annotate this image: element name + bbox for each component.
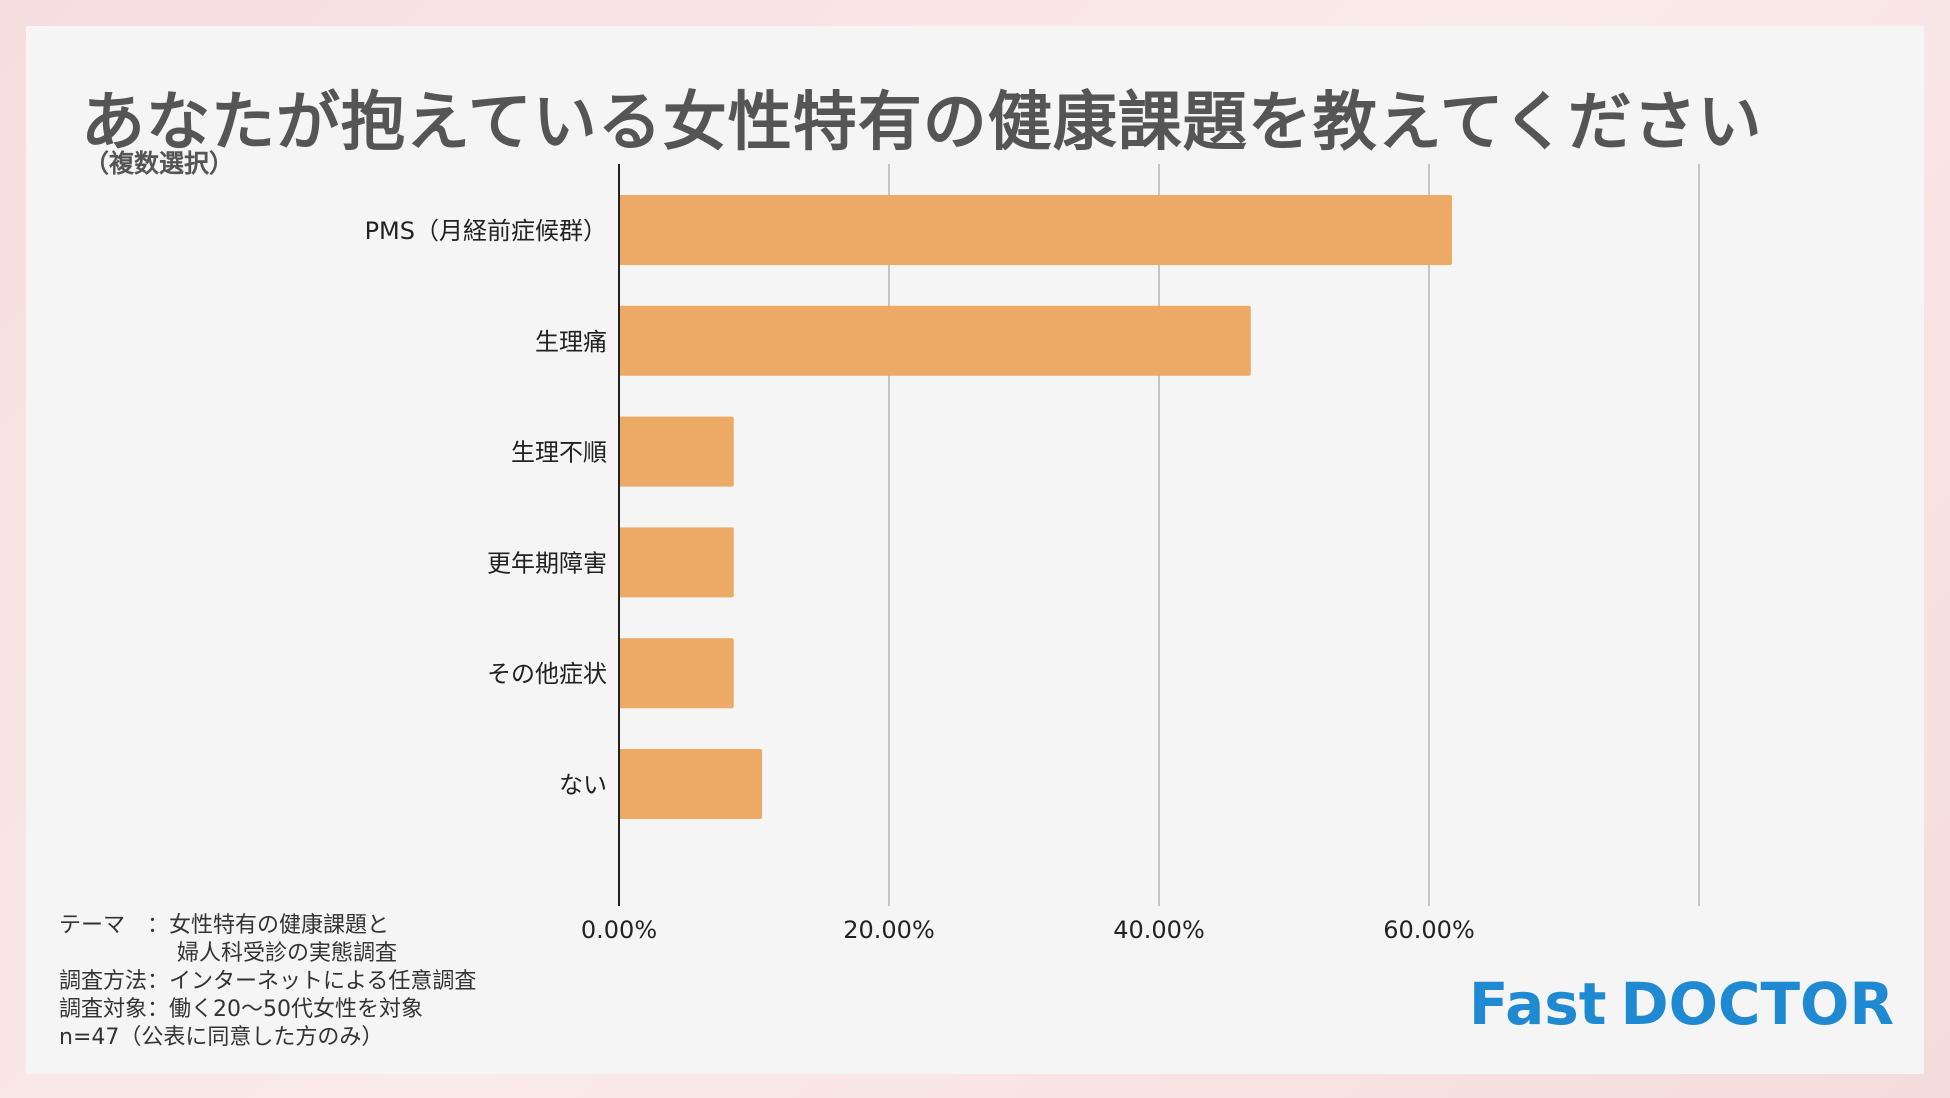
theme-label: テーマ ：: [59, 913, 170, 938]
chart-subtitle: （複数選択）: [84, 149, 235, 178]
chart-title: あなたが抱えている女性特有の健康課題を教えてください: [81, 86, 1763, 160]
brand-logo: Fast DOCTOR: [1469, 970, 1894, 1038]
survey-notes: テーマ ：女性特有の健康課題と 婦人科受診の実態調査 調査方法：インターネットに…: [59, 912, 476, 1052]
category-label-5: ない: [559, 771, 607, 799]
brand-word-doctor: DOCTOR: [1620, 970, 1894, 1038]
category-label-1: 生理痛: [535, 328, 607, 356]
chart-card: あなたが抱えている女性特有の健康課題を教えてください （複数選択） PMS（月経…: [26, 26, 1924, 1074]
survey-target: 調査対象：働く20〜50代女性を対象: [59, 997, 423, 1022]
bar-1: [619, 305, 1251, 376]
x-tick-label-2: 40.00%: [1113, 916, 1205, 944]
survey-method: 調査方法：インターネットによる任意調査: [59, 969, 477, 994]
category-label-2: 生理不順: [511, 439, 607, 467]
theme-line-2: 婦人科受診の実態調査: [177, 941, 398, 966]
bar-3: [619, 527, 734, 598]
brand-word-fast: Fast: [1468, 970, 1607, 1038]
bar-2: [619, 416, 734, 487]
bar-0: [619, 195, 1452, 265]
x-tick-label-0: 0.00%: [581, 916, 657, 944]
bar-5: [619, 749, 763, 819]
x-tick-label-3: 60.00%: [1383, 916, 1475, 944]
category-label-3: 更年期障害: [487, 549, 607, 577]
theme-line-1: 女性特有の健康課題と: [169, 913, 390, 938]
category-label-4: その他症状: [487, 660, 607, 688]
bar-4: [619, 638, 734, 709]
category-label-0: PMS（月経前症候群）: [365, 217, 607, 245]
x-tick-label-1: 20.00%: [843, 916, 935, 944]
sample-size: n=47（公表に同意した方のみ）: [59, 1025, 384, 1050]
